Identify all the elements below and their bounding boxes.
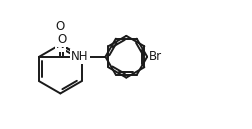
- Text: O: O: [56, 20, 65, 33]
- Text: NH: NH: [71, 50, 89, 63]
- Text: O: O: [57, 33, 66, 46]
- Text: N: N: [56, 38, 65, 51]
- Text: Br: Br: [149, 50, 162, 63]
